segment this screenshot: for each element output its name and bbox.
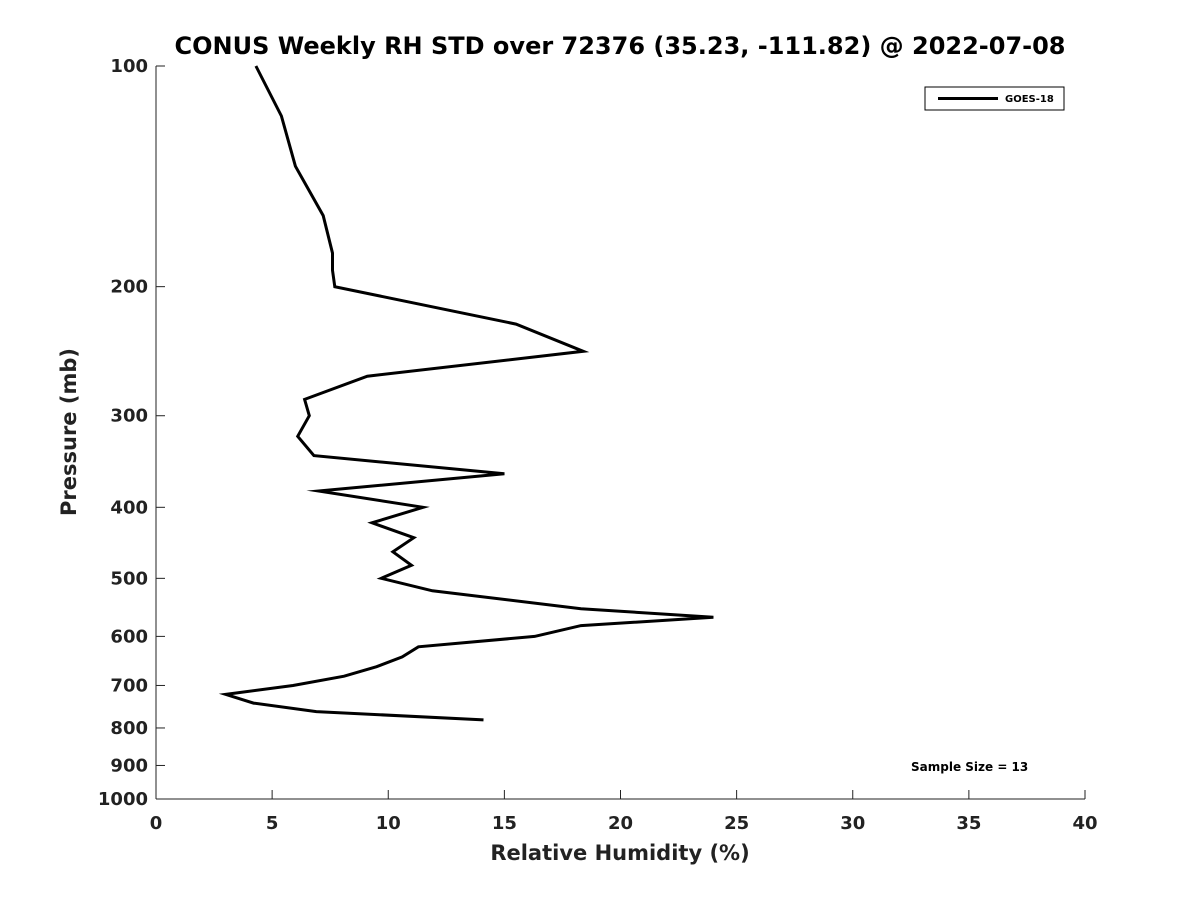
x-axis: 0 5 10 15 20 25 30 35 40 (150, 790, 1098, 834)
x-axis-label: Relative Humidity (%) (490, 841, 749, 865)
y-tick-label-800: 800 (110, 718, 148, 739)
x-tick-label-10: 10 (376, 813, 401, 834)
y-tick-label-300: 300 (110, 406, 148, 427)
y-axis-label: Pressure (mb) (57, 348, 81, 516)
x-tick-label-25: 25 (724, 813, 749, 834)
y-tick-label-1000: 1000 (98, 789, 148, 810)
x-tick-label-0: 0 (150, 813, 163, 834)
x-tick-label-20: 20 (608, 813, 633, 834)
y-axis: 100 200 300 400 500 600 700 800 900 1000 (98, 56, 165, 810)
x-tick-label-35: 35 (956, 813, 981, 834)
y-tick-label-100: 100 (110, 56, 148, 77)
legend-label-goes-18: GOES-18 (1005, 94, 1054, 105)
y-tick-label-900: 900 (110, 755, 148, 776)
x-tick-label-40: 40 (1072, 813, 1097, 834)
series-line-goes-18 (218, 65, 714, 722)
y-tick-label-700: 700 (110, 675, 148, 696)
sample-size-annotation: Sample Size = 13 (911, 760, 1028, 774)
x-tick-label-5: 5 (266, 813, 279, 834)
y-tick-label-500: 500 (110, 568, 148, 589)
x-tick-label-15: 15 (492, 813, 517, 834)
legend: GOES-18 (924, 86, 1065, 111)
y-tick-label-400: 400 (110, 497, 148, 518)
plot-area (218, 65, 714, 722)
x-tick-label-30: 30 (840, 813, 865, 834)
y-tick-label-200: 200 (110, 277, 148, 298)
y-tick-label-600: 600 (110, 626, 148, 647)
chart-title: CONUS Weekly RH STD over 72376 (35.23, -… (174, 32, 1065, 60)
